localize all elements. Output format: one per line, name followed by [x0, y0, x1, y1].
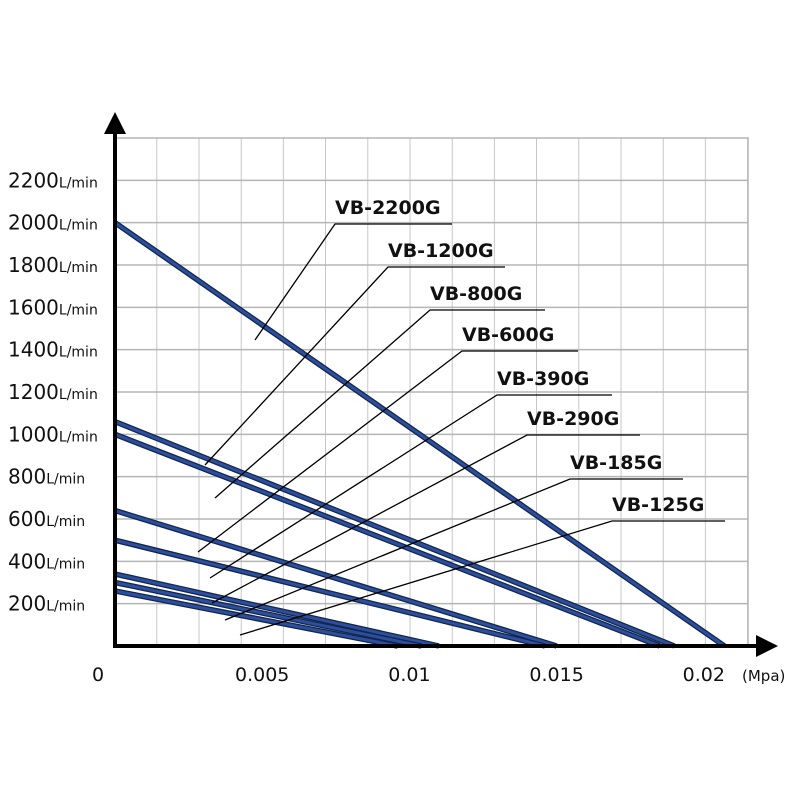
y-tick-unit: L/min — [46, 556, 85, 572]
y-tick-unit: L/min — [46, 599, 85, 615]
y-tick-value: 600 — [8, 507, 46, 531]
series-line — [114, 420, 675, 648]
x-unit: (Mpa) — [742, 667, 785, 685]
x-tick-label: 0.015 — [529, 664, 583, 686]
leader-line — [204, 266, 505, 466]
y-tick-label: 1200L/min — [8, 380, 98, 404]
series-line — [114, 572, 440, 648]
series-label: VB-125G — [612, 494, 704, 516]
y-tick-label: 1800L/min — [8, 253, 98, 277]
series-label: VB-185G — [570, 452, 662, 474]
y-tick-unit: L/min — [46, 472, 85, 488]
y-tick-value: 1800 — [8, 253, 59, 277]
x-tick-label: 0 — [92, 664, 104, 686]
series-label: VB-2200G — [335, 197, 441, 219]
leader-line — [254, 223, 452, 341]
y-tick-value: 200 — [8, 592, 46, 616]
labels: VB-2200G VB-1200G VB-800G VB-600G VB-390G VB-… — [197, 197, 725, 636]
series-line — [114, 581, 422, 648]
y-tick-label: 2200L/min — [8, 168, 98, 192]
y-tick-unit: L/min — [59, 218, 98, 234]
lines — [113, 220, 727, 649]
y-tick-label: 1400L/min — [8, 338, 98, 362]
y-tick-value: 1600 — [8, 295, 59, 319]
y-arrow — [104, 112, 126, 134]
series-label: VB-600G — [462, 324, 554, 346]
y-tick-unit: L/min — [59, 387, 98, 403]
y-tick-value: 800 — [8, 465, 46, 489]
x-tick-label: 0.005 — [235, 664, 289, 686]
series-line — [114, 432, 661, 648]
y-tick-label: 1000L/min — [8, 422, 98, 446]
series-line — [114, 509, 558, 648]
y-tick-value: 2200 — [8, 168, 59, 192]
x-arrow — [756, 635, 778, 657]
y-tick-label: 1600L/min — [8, 295, 98, 319]
x-tick-label: 0.01 — [388, 664, 430, 686]
y-tick-label: 2000L/min — [8, 211, 98, 235]
series-line — [114, 538, 546, 648]
y-tick-value: 1000 — [8, 422, 59, 446]
series-line — [114, 589, 398, 648]
y-tick-unit: L/min — [59, 175, 98, 191]
series-label: VB-390G — [497, 368, 589, 390]
leader-line — [197, 350, 578, 553]
y-tick-unit: L/min — [59, 260, 98, 276]
y-tick-value: 400 — [8, 549, 46, 573]
series-label: VB-290G — [527, 408, 619, 430]
y-tick-value: 1200 — [8, 380, 59, 404]
y-tick-value: 1400 — [8, 338, 59, 362]
y-tick-value: 2000 — [8, 211, 59, 235]
y-tick-unit: L/min — [59, 345, 98, 361]
leader-line — [239, 520, 725, 636]
series-label: VB-1200G — [388, 240, 494, 262]
series-line — [114, 221, 726, 648]
leader-line — [211, 434, 640, 604]
y-tick-label: 200L/min — [8, 592, 85, 616]
y-tick-label: 600L/min — [8, 507, 85, 531]
leader-line — [209, 394, 612, 579]
y-tick-unit: L/min — [46, 514, 85, 530]
series-label: VB-800G — [430, 283, 522, 305]
leader-line — [224, 478, 683, 621]
y-tick-unit: L/min — [59, 302, 98, 318]
y-tick-label: 800L/min — [8, 465, 85, 489]
leader-line — [214, 309, 545, 499]
y-tick-label: 400L/min — [8, 549, 85, 573]
x-tick-label: 0.02 — [683, 664, 725, 686]
y-tick-unit: L/min — [59, 429, 98, 445]
